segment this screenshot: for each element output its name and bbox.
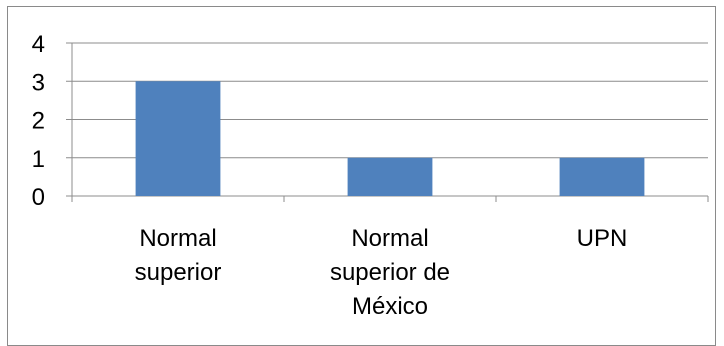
y-tick-label-3: 3 [32, 69, 45, 96]
x-category-label-2-line-1: Normal [351, 225, 428, 252]
x-category-label-2-line-3: México [352, 293, 428, 320]
bar-3 [559, 157, 645, 196]
y-tick-label-1: 1 [32, 146, 45, 173]
x-category-label-2-line-2: superior de [330, 259, 450, 286]
bar-chart: 0 1 2 3 4 Normal superior Normal superior de Méxi… [32, 31, 709, 320]
x-category-label-1-line-1: Normal [139, 225, 216, 252]
y-tick-label-4: 4 [32, 31, 45, 58]
bar-1 [135, 81, 221, 196]
y-tick-label-2: 2 [32, 108, 45, 135]
y-tick-label-0: 0 [32, 184, 45, 211]
x-category-label-3-line-1: UPN [577, 225, 628, 252]
x-category-label-1-line-2: superior [135, 259, 222, 286]
bar-2 [347, 157, 433, 196]
